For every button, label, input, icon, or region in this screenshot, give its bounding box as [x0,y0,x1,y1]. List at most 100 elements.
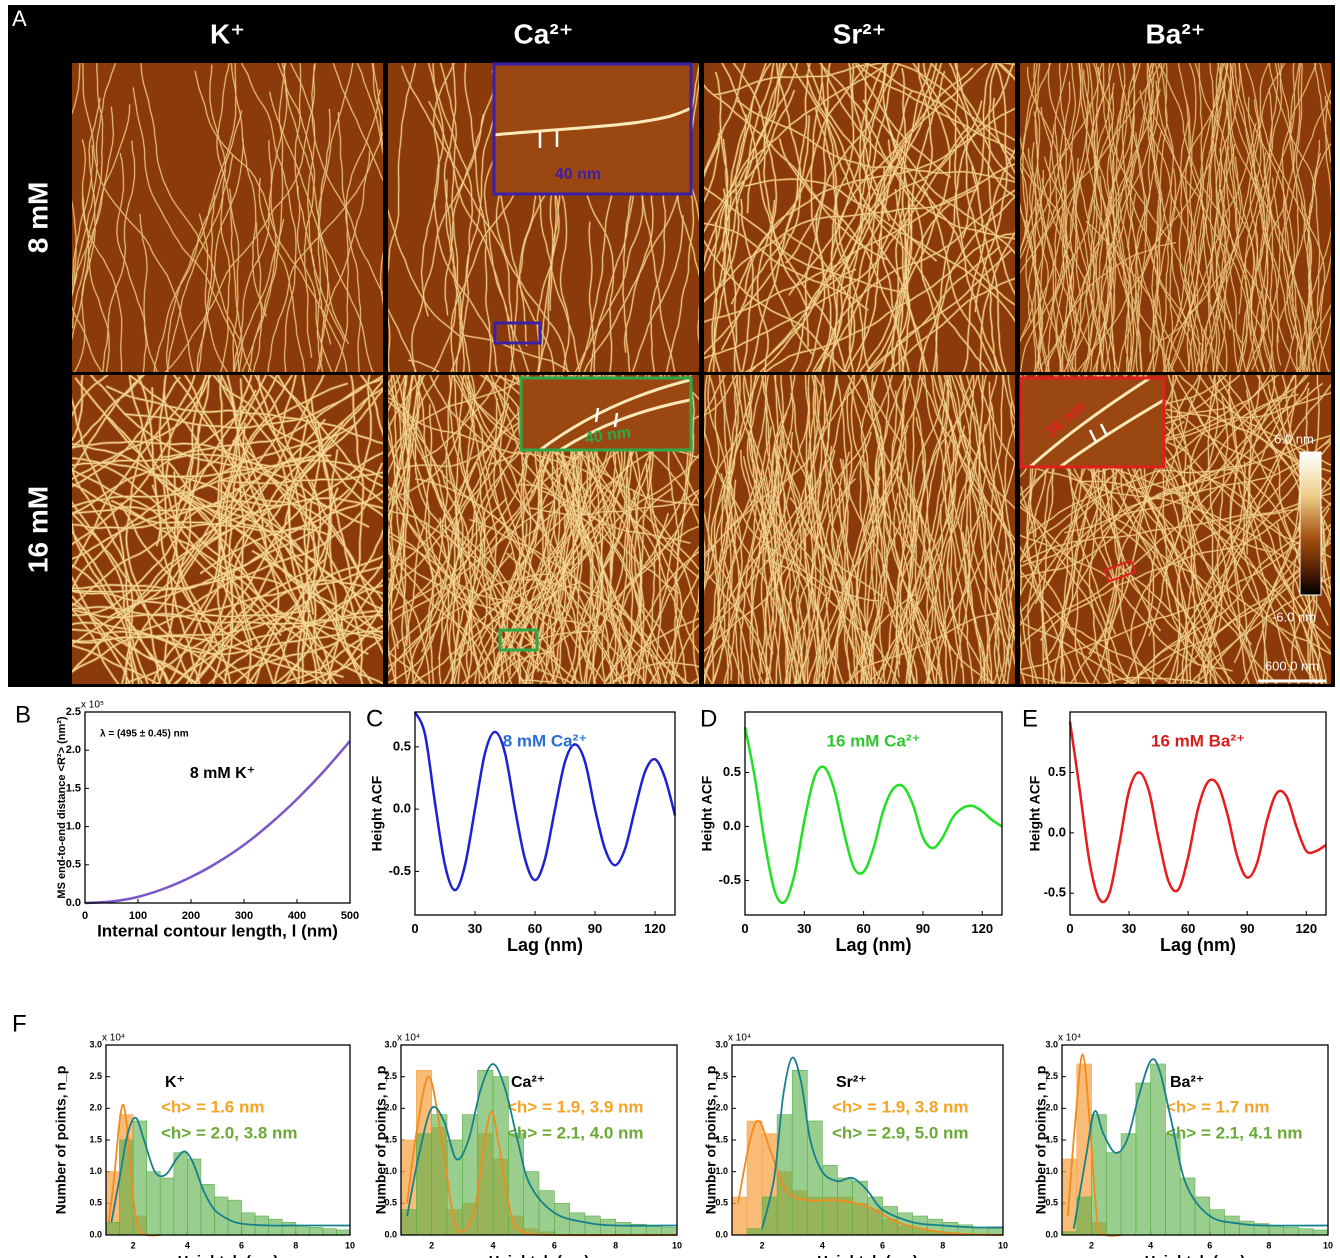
histogram-bar [646,1226,661,1236]
y-tick-label: 3.0 [715,1039,728,1049]
panel-label: E [1022,705,1038,732]
x-tick-label: 400 [288,910,306,922]
y-tick-label: -0.5 [719,872,741,887]
y-tick-label: 0.0 [384,1229,397,1239]
x-tick-label: 4 [185,1240,190,1250]
x-tick-label: 10 [1323,1240,1333,1250]
histogram-bar [1151,1064,1166,1235]
y-tick-label: 0.0 [1045,1229,1058,1239]
histogram-bar [1298,1229,1313,1235]
histogram-bar [309,1227,323,1235]
x-tick-label: 120 [644,921,666,936]
histogram-bar [913,1216,928,1235]
y-tick-label: 3.0 [1045,1039,1058,1049]
scale-bar-label: 600.0 nm [1265,658,1319,673]
chart-title: Ba²⁺ [1170,1074,1204,1091]
x-tick-label: 120 [1295,921,1317,936]
y-tick-label: 1.5 [89,1134,102,1144]
y-axis-label: Height ACF [369,775,385,851]
x-tick-label: 10 [998,1240,1008,1250]
y-tick-label: 1.0 [66,821,81,833]
x-tick-label: 90 [916,921,930,936]
x-tick-label: 8 [1266,1240,1271,1250]
y-axis-label: Number of points, n_p [1033,1066,1049,1215]
histogram-bar [732,1197,747,1235]
chart-title: Ca²⁺ [511,1074,545,1091]
histogram-bar [1269,1226,1284,1236]
y-tick-label: 2.0 [66,744,81,756]
histogram-bar [539,1191,554,1235]
x-tick-label: 0 [411,921,418,936]
x-tick-label: 200 [182,910,200,922]
column-header: Ba²⁺ [1146,18,1206,49]
x-axis-label: Height, h (nm) [817,1253,918,1258]
panel-label: C [366,705,383,732]
x-tick-label: 2 [429,1240,434,1250]
histogram-bar [174,1153,188,1235]
x-tick-label: 90 [588,921,602,936]
y-tick-label: 0.0 [66,897,81,909]
legend-entry: <h> = 1.9, 3.9 nm [507,1097,644,1116]
x-tick-label: 0 [82,910,88,922]
x-tick-label: 120 [971,921,993,936]
y-tick-label: 0.0 [715,1229,728,1239]
histogram-bar [1225,1216,1240,1235]
y-tick-label: 0.5 [66,859,81,871]
histogram-bar [120,1140,134,1235]
y-tick-label: 0.0 [89,1229,102,1239]
legend-entry: <h> = 1.9, 3.8 nm [832,1097,969,1116]
legend-entry: <h> = 1.7 nm [1166,1097,1269,1116]
y-axis-label: MS end-to-end distance <R²> (nm²) [56,716,68,898]
histogram-bar [416,1134,431,1235]
x-axis-label: Lag (nm) [1160,935,1236,955]
y-tick-label: 0.5 [1048,764,1066,779]
histogram-bar [1165,1134,1180,1235]
histogram-bar [296,1226,310,1236]
axis-multiplier: x 10⁴ [397,1033,420,1044]
x-axis-label: Height, h (nm) [1145,1253,1246,1258]
y-axis-label: Number of points, n_p [373,1066,389,1215]
panel-label: B [15,701,31,728]
x-tick-label: 4 [1148,1240,1153,1250]
row-label: 16 mM [22,486,53,573]
histogram-bar [792,1070,807,1235]
histogram-bar [106,1222,120,1235]
x-tick-label: 0 [1066,921,1073,936]
column-header: Sr²⁺ [833,18,887,49]
x-axis-label: Lag (nm) [507,935,583,955]
figure: AK⁺Ca²⁺Sr²⁺Ba²⁺8 mM16 mM40 nm40 nm36 nm6… [0,0,1340,1258]
histogram-bar [1136,1083,1151,1235]
histogram-bar [1210,1210,1225,1235]
x-tick-label: 2 [131,1240,136,1250]
legend-entry: <h> = 2.9, 5.0 nm [832,1123,969,1142]
y-axis-label: Height ACF [1027,775,1043,851]
chart-title: 8 mM Ca²⁺ [503,731,588,750]
histogram-bar [228,1200,242,1235]
histogram-bar [1313,1230,1328,1235]
histogram-bar [662,1227,677,1235]
plot-frame [85,712,350,903]
x-tick-label: 8 [940,1240,945,1250]
x-tick-label: 8 [293,1240,298,1250]
histogram-bar [585,1216,600,1235]
y-tick-label: 0.0 [723,818,741,833]
y-axis-label: Height ACF [699,775,715,851]
x-tick-label: 10 [345,1240,355,1250]
y-tick-label: 0.0 [1048,824,1066,839]
legend-entry: <h> = 1.6 nm [161,1097,264,1116]
chart-title: 16 mM Ca²⁺ [827,731,921,750]
x-tick-label: 6 [1207,1240,1212,1250]
x-tick-label: 10 [672,1240,682,1250]
histogram-bar [432,1115,447,1235]
x-tick-label: 4 [820,1240,825,1250]
inset-label: 40 nm [555,166,601,183]
histogram-bar [1284,1227,1299,1235]
y-tick-label: 0.5 [89,1198,102,1208]
y-tick-label: 1.5 [66,782,81,794]
histogram-bar [508,1134,523,1235]
histogram-bar [336,1230,350,1235]
column-header: K⁺ [210,18,245,49]
histogram-bar [282,1222,296,1235]
x-tick-label: 4 [490,1240,495,1250]
x-tick-label: 90 [1240,921,1254,936]
